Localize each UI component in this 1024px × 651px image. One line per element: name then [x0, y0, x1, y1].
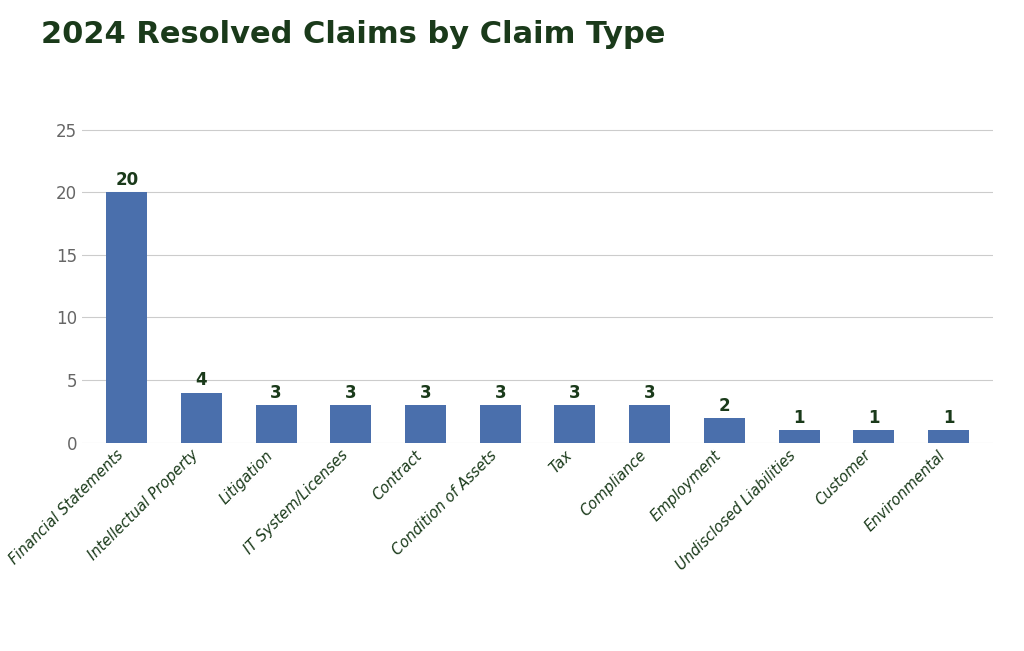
Bar: [703, 418, 744, 443]
Bar: [629, 405, 670, 443]
Bar: [331, 405, 372, 443]
Text: 3: 3: [644, 384, 655, 402]
Bar: [106, 192, 147, 443]
Bar: [853, 430, 894, 443]
Text: 1: 1: [868, 409, 880, 427]
Bar: [406, 405, 446, 443]
Text: 3: 3: [270, 384, 282, 402]
Bar: [778, 430, 819, 443]
Text: 2: 2: [719, 396, 730, 415]
Text: 4: 4: [196, 372, 207, 389]
Bar: [256, 405, 297, 443]
Text: 2024 Resolved Claims by Claim Type: 2024 Resolved Claims by Claim Type: [41, 20, 666, 49]
Bar: [181, 393, 222, 443]
Text: 20: 20: [115, 171, 138, 189]
Text: 3: 3: [345, 384, 356, 402]
Bar: [554, 405, 596, 443]
Text: 3: 3: [420, 384, 431, 402]
Text: 3: 3: [495, 384, 506, 402]
Text: 1: 1: [794, 409, 805, 427]
Text: 1: 1: [943, 409, 954, 427]
Text: 3: 3: [569, 384, 581, 402]
Bar: [479, 405, 521, 443]
Bar: [928, 430, 969, 443]
